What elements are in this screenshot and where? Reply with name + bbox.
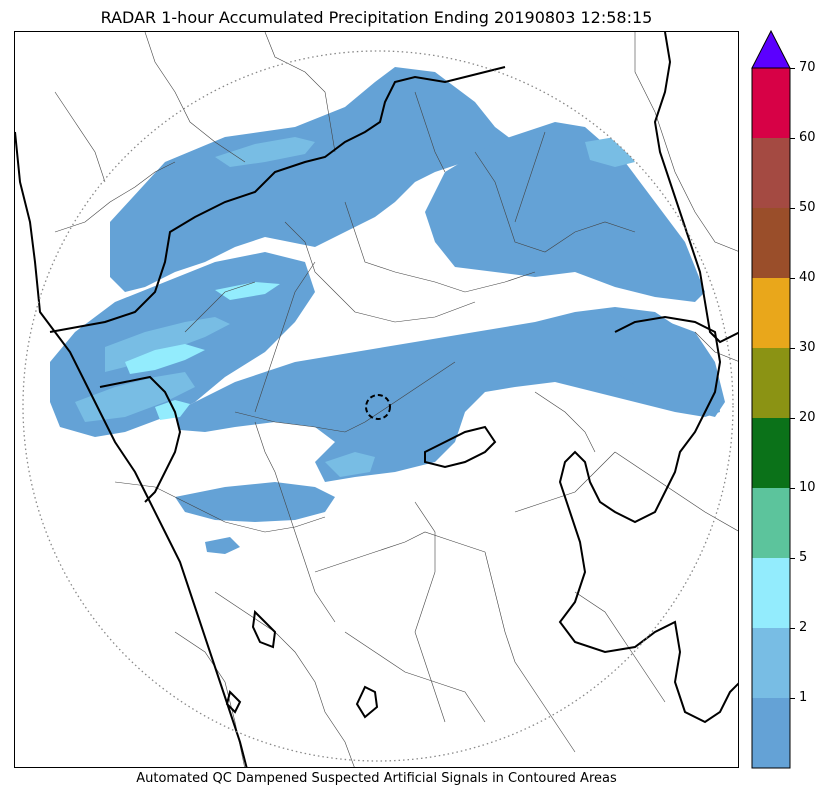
precipitation-colorbar bbox=[751, 29, 791, 769]
colorbar-tick-mark bbox=[790, 348, 795, 349]
precip-area-northwest bbox=[110, 67, 515, 292]
precip-light-northeast bbox=[585, 137, 635, 167]
colorbar-tick-label: 70 bbox=[799, 60, 816, 75]
qc-contour-circle bbox=[365, 394, 391, 420]
state-border-east-enclave bbox=[558, 315, 738, 724]
precip-bright-west-3 bbox=[215, 282, 280, 300]
colorbar-tick-label: 2 bbox=[799, 620, 808, 635]
colorbar-svg bbox=[751, 29, 791, 769]
colorbar-band bbox=[752, 278, 790, 348]
colorbar-tick-mark bbox=[790, 418, 795, 419]
precip-area-central-band bbox=[175, 307, 720, 482]
colorbar-tick-mark bbox=[790, 278, 795, 279]
district-boundaries bbox=[54, 32, 738, 767]
colorbar-tick-mark bbox=[790, 698, 795, 699]
colorbar-tick-label: 40 bbox=[799, 270, 816, 285]
radar-range-ring bbox=[22, 50, 734, 762]
colorbar-tick-label: 20 bbox=[799, 410, 816, 425]
precip-area-south-band bbox=[175, 482, 335, 522]
colorbar-tick-mark bbox=[790, 138, 795, 139]
precip-area-small-south bbox=[205, 537, 240, 554]
state-border-sliver bbox=[424, 425, 497, 469]
precipitation-layer bbox=[50, 67, 725, 554]
colorbar-tick-label: 50 bbox=[799, 200, 816, 215]
coastline bbox=[15, 131, 248, 767]
state-border-goa bbox=[99, 375, 182, 503]
colorbar-band bbox=[752, 488, 790, 558]
precip-area-east bbox=[615, 317, 725, 417]
colorbar-band bbox=[752, 558, 790, 628]
colorbar-tick-mark bbox=[790, 628, 795, 629]
precip-light-north bbox=[215, 137, 315, 167]
colorbar-tick-mark bbox=[790, 488, 795, 489]
precip-bright-west-2 bbox=[155, 400, 190, 420]
precip-bright-west bbox=[125, 344, 205, 374]
colorbar-tick-label: 60 bbox=[799, 130, 816, 145]
colorbar-band bbox=[752, 68, 790, 138]
colorbar-tick-label: 1 bbox=[799, 690, 808, 705]
colorbar-band bbox=[752, 348, 790, 418]
colorbar-band bbox=[752, 208, 790, 278]
colorbar-band bbox=[752, 698, 790, 768]
state-border-east-upper bbox=[653, 32, 738, 344]
colorbar-extend-arrow bbox=[751, 29, 791, 69]
colorbar-tick-label: 10 bbox=[799, 480, 816, 495]
radar-map[interactable] bbox=[14, 31, 739, 768]
colorbar-band bbox=[752, 138, 790, 208]
island-south-1 bbox=[251, 609, 277, 649]
state-border-karnataka-north bbox=[49, 66, 506, 333]
precip-area-north-east-band bbox=[425, 122, 705, 302]
colorbar-tick-label: 5 bbox=[799, 550, 808, 565]
qc-caption: Automated QC Dampened Suspected Artifici… bbox=[136, 771, 617, 786]
colorbar-tick-mark bbox=[790, 68, 795, 69]
radar-map-canvas bbox=[15, 32, 738, 767]
island-far-south bbox=[225, 690, 242, 714]
colorbar-band bbox=[752, 418, 790, 488]
chart-title: RADAR 1-hour Accumulated Precipitation E… bbox=[100, 8, 653, 27]
colorbar-band bbox=[752, 628, 790, 698]
island-south-2 bbox=[355, 685, 379, 719]
precip-light-west-2 bbox=[75, 372, 195, 422]
colorbar-tick-mark bbox=[790, 208, 795, 209]
precip-light-central bbox=[325, 452, 375, 477]
state-boundaries bbox=[15, 32, 738, 767]
colorbar-tick-mark bbox=[790, 558, 795, 559]
colorbar-tick-label: 30 bbox=[799, 340, 816, 355]
